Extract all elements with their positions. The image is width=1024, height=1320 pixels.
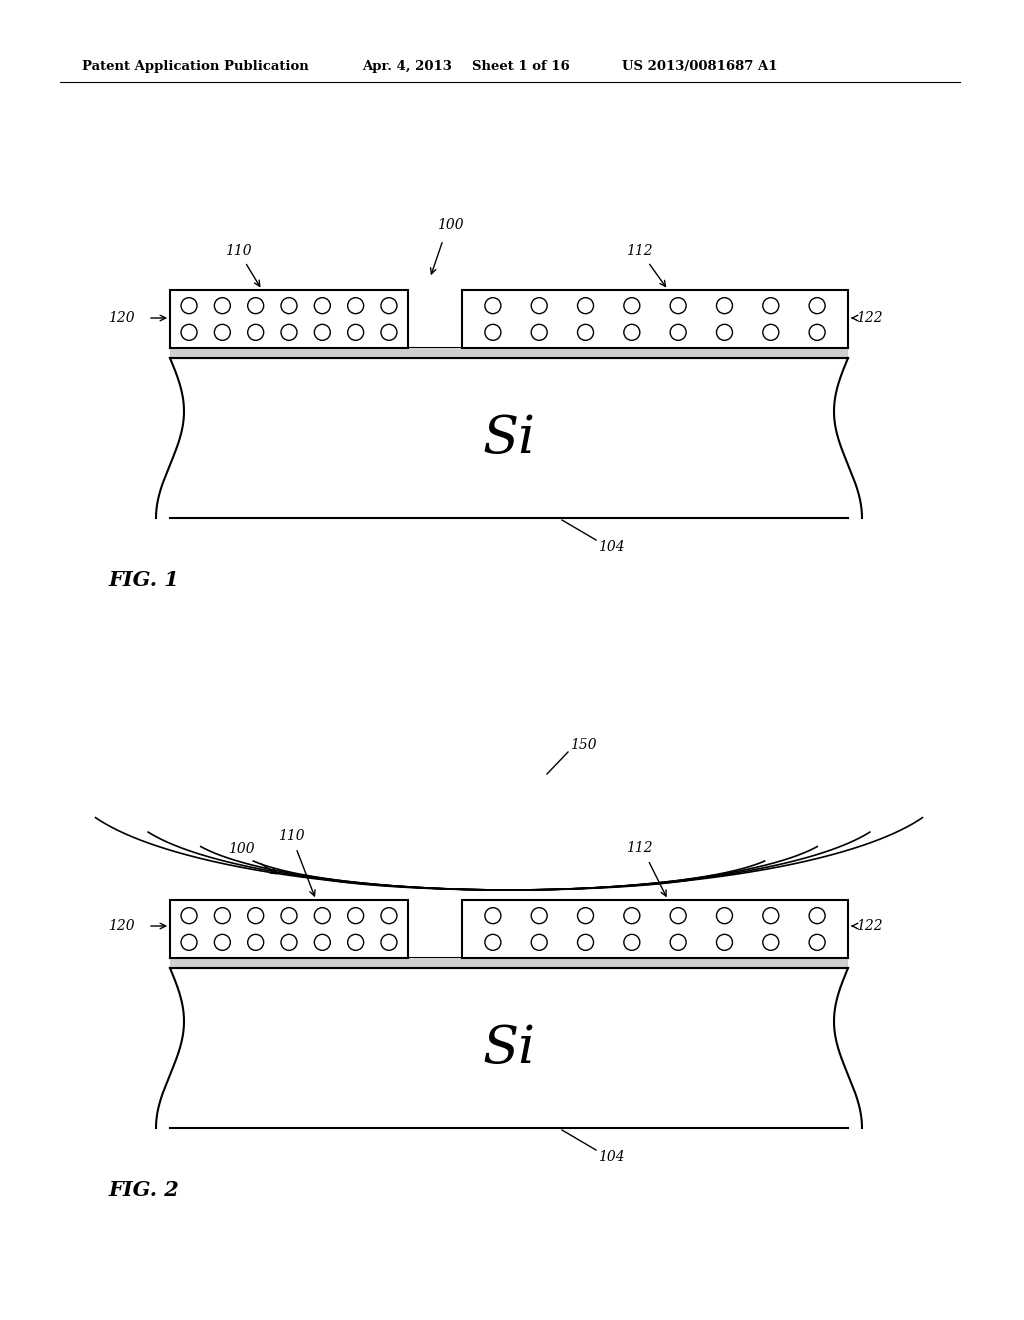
Circle shape (347, 325, 364, 341)
Text: Si: Si (482, 1023, 536, 1073)
Circle shape (214, 908, 230, 924)
Text: 104: 104 (598, 1150, 625, 1164)
Circle shape (347, 935, 364, 950)
Circle shape (763, 298, 779, 314)
Circle shape (314, 908, 331, 924)
Circle shape (214, 325, 230, 341)
Circle shape (381, 298, 397, 314)
Circle shape (624, 298, 640, 314)
Text: Patent Application Publication: Patent Application Publication (82, 59, 309, 73)
Circle shape (281, 935, 297, 950)
Circle shape (214, 935, 230, 950)
Text: 110: 110 (225, 244, 252, 257)
Text: 100: 100 (228, 842, 255, 855)
Circle shape (248, 935, 264, 950)
Circle shape (670, 935, 686, 950)
Circle shape (381, 908, 397, 924)
Circle shape (624, 908, 640, 924)
Text: 122: 122 (856, 312, 883, 325)
Circle shape (281, 298, 297, 314)
Circle shape (809, 908, 825, 924)
Circle shape (578, 935, 594, 950)
Circle shape (281, 908, 297, 924)
Circle shape (181, 298, 197, 314)
Circle shape (248, 325, 264, 341)
Text: FIG. 1: FIG. 1 (108, 570, 179, 590)
Circle shape (181, 935, 197, 950)
Circle shape (717, 298, 732, 314)
Circle shape (717, 935, 732, 950)
Text: 100: 100 (437, 218, 464, 232)
Circle shape (670, 298, 686, 314)
Circle shape (624, 935, 640, 950)
Circle shape (763, 908, 779, 924)
Circle shape (809, 935, 825, 950)
Text: 150: 150 (570, 738, 597, 752)
Circle shape (381, 935, 397, 950)
Circle shape (281, 325, 297, 341)
Circle shape (531, 298, 547, 314)
Text: FIG. 2: FIG. 2 (108, 1180, 179, 1200)
Circle shape (578, 325, 594, 341)
Circle shape (181, 908, 197, 924)
Circle shape (763, 325, 779, 341)
Text: Sheet 1 of 16: Sheet 1 of 16 (472, 59, 569, 73)
Text: 110: 110 (278, 829, 304, 843)
Text: Apr. 4, 2013: Apr. 4, 2013 (362, 59, 452, 73)
Circle shape (578, 908, 594, 924)
Circle shape (531, 935, 547, 950)
Circle shape (531, 325, 547, 341)
Circle shape (485, 908, 501, 924)
Circle shape (347, 298, 364, 314)
Bar (170, 348, 848, 358)
Text: 120: 120 (108, 312, 134, 325)
Circle shape (485, 298, 501, 314)
Text: 112: 112 (626, 841, 652, 855)
Circle shape (347, 908, 364, 924)
Circle shape (248, 298, 264, 314)
Bar (462, 900, 848, 958)
Text: Si: Si (482, 412, 536, 463)
Circle shape (381, 325, 397, 341)
Circle shape (717, 325, 732, 341)
Circle shape (314, 325, 331, 341)
Circle shape (624, 325, 640, 341)
Text: 112: 112 (626, 244, 652, 257)
Text: 120: 120 (108, 919, 134, 933)
Circle shape (763, 935, 779, 950)
Circle shape (578, 298, 594, 314)
Bar (170, 290, 408, 348)
Text: 104: 104 (598, 540, 625, 554)
Bar (462, 290, 848, 348)
Circle shape (485, 935, 501, 950)
Text: US 2013/0081687 A1: US 2013/0081687 A1 (622, 59, 777, 73)
Text: 122: 122 (856, 919, 883, 933)
Circle shape (670, 908, 686, 924)
Circle shape (809, 325, 825, 341)
Circle shape (531, 908, 547, 924)
Bar (170, 958, 848, 968)
Circle shape (214, 298, 230, 314)
Bar (170, 900, 408, 958)
Circle shape (809, 298, 825, 314)
Circle shape (314, 935, 331, 950)
Circle shape (485, 325, 501, 341)
Circle shape (181, 325, 197, 341)
Circle shape (314, 298, 331, 314)
Circle shape (248, 908, 264, 924)
Circle shape (670, 325, 686, 341)
Circle shape (717, 908, 732, 924)
